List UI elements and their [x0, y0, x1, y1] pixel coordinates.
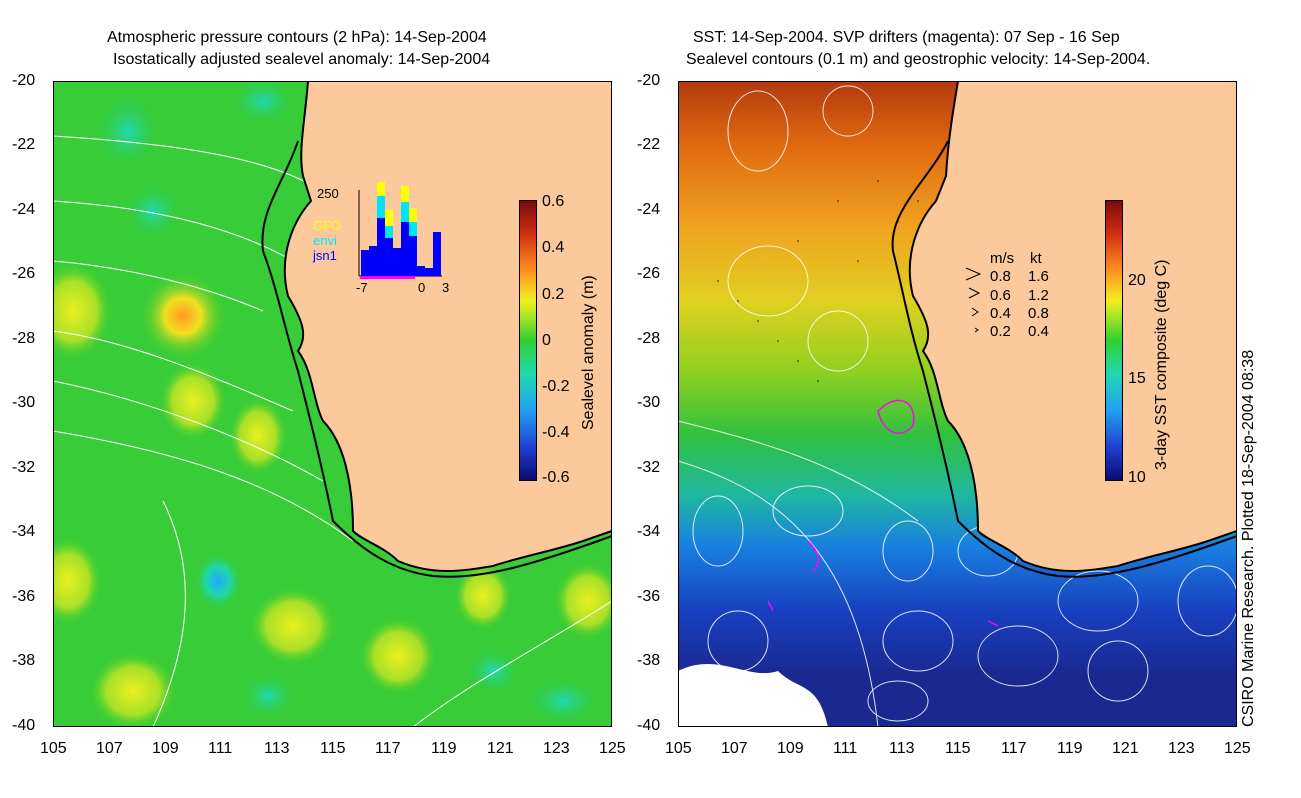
left-x-tick-2: 107 [96, 740, 123, 757]
left-x-tick-3: 109 [152, 740, 179, 757]
left-y-tick-11: -40 [12, 717, 36, 734]
right-y-tick-3: -24 [637, 201, 661, 218]
left-x-tick-5: 113 [264, 740, 290, 757]
right-y-tick-1: -20 [637, 72, 661, 89]
left-x-tick-11: 125 [599, 740, 626, 757]
left-title-line1: Atmospheric pressure contours (2 hPa): 1… [107, 29, 487, 46]
right-cb-tick-2: 15 [1128, 370, 1146, 387]
left-cb-tick-3: 0.2 [542, 286, 565, 303]
left-x-tick-10: 123 [543, 740, 570, 757]
left-title-line2: Isostatically adjusted sealevel anomaly:… [113, 51, 491, 68]
legend-jsn1: jsn1 [312, 248, 337, 263]
right-cb-tick-1: 20 [1128, 272, 1146, 289]
left-cb-tick-1: 0.6 [542, 193, 565, 210]
right-x-tick-4: 111 [833, 740, 858, 757]
right-y-tick-10: -38 [637, 652, 661, 669]
vel-header-kt: kt [1030, 250, 1042, 267]
right-y-tick-9: -36 [637, 588, 661, 605]
left-x-tick-4: 111 [208, 740, 233, 757]
vel-row2-kt: 1.2 [1028, 287, 1049, 304]
inset-x-tick-1: -7 [356, 280, 368, 295]
vel-arrow-icons [965, 267, 982, 333]
left-cb-tick-5: -0.2 [542, 378, 570, 395]
legend-gfo: GFO [313, 218, 341, 233]
right-y-tick-4: -26 [637, 265, 661, 282]
right-y-tick-7: -32 [637, 459, 661, 476]
left-y-tick-8: -34 [12, 523, 36, 540]
right-y-tick-11: -40 [637, 717, 661, 734]
vel-row4-ms: 0.2 [990, 323, 1011, 340]
left-x-tick-6: 115 [320, 740, 346, 757]
right-y-tick-8: -34 [637, 523, 661, 540]
right-x-tick-7: 117 [1001, 740, 1027, 757]
right-land-australia [908, 81, 1237, 572]
right-x-tick-10: 123 [1168, 740, 1195, 757]
vel-header-ms: m/s [990, 250, 1015, 267]
left-y-tick-6: -30 [12, 394, 36, 411]
left-colorbar [519, 200, 537, 481]
left-y-tick-1: -20 [12, 72, 36, 89]
left-y-tick-3: -24 [12, 201, 36, 218]
left-y-tick-4: -26 [12, 265, 36, 282]
inset-x-tick-3: 3 [442, 280, 449, 295]
right-x-tick-1: 105 [665, 740, 692, 757]
vel-row2-ms: 0.6 [990, 287, 1011, 304]
right-x-tick-2: 107 [721, 740, 748, 757]
right-y-tick-2: -22 [637, 136, 661, 153]
vel-row1-kt: 1.6 [1028, 268, 1049, 285]
inset-bars [361, 182, 441, 276]
left-x-tick-8: 119 [431, 740, 457, 757]
right-cb-label: 3-day SST composite (deg C) [1153, 259, 1170, 470]
right-y-tick-6: -30 [637, 394, 661, 411]
left-cb-tick-2: 0.4 [542, 239, 565, 256]
right-x-tick-6: 115 [945, 740, 971, 757]
inset-x-tick-2: 0 [418, 280, 425, 295]
right-x-tick-5: 113 [889, 740, 915, 757]
left-cb-tick-6: -0.4 [542, 424, 570, 441]
left-y-tick-10: -38 [12, 652, 36, 669]
right-colorbar [1105, 200, 1123, 481]
right-x-tick-8: 119 [1057, 740, 1083, 757]
left-y-tick-2: -22 [12, 136, 36, 153]
left-x-tick-9: 121 [487, 740, 514, 757]
right-y-tick-5: -28 [637, 330, 661, 347]
left-cb-tick-4: 0 [542, 332, 551, 349]
left-y-tick-5: -28 [12, 330, 36, 347]
right-title-line2: Sealevel contours (0.1 m) and geostrophi… [686, 51, 1151, 68]
vel-row3-ms: 0.4 [990, 305, 1011, 322]
left-y-tick-9: -36 [12, 588, 36, 605]
vel-row1-ms: 0.8 [990, 268, 1011, 285]
right-x-tick-9: 121 [1112, 740, 1139, 757]
right-x-tick-3: 109 [777, 740, 804, 757]
credit-text: CSIRO Marine Research. Plotted 18-Sep-20… [1240, 349, 1257, 727]
left-y-tick-7: -32 [12, 459, 36, 476]
right-sst-map [678, 81, 1237, 727]
left-x-tick-7: 117 [375, 740, 401, 757]
legend-envi: envi [313, 233, 337, 248]
inset-y-label: 250 [317, 186, 339, 201]
left-cb-label: Sealevel anomaly (m) [580, 275, 597, 430]
left-inset-chart: 250 -7 0 3 GFO envi jsn1 [312, 182, 449, 295]
right-title-line1: SST: 14-Sep-2004. SVP drifters (magenta)… [693, 29, 1120, 46]
left-x-tick-1: 105 [40, 740, 67, 757]
left-cb-tick-7: -0.6 [542, 469, 570, 486]
vel-row4-kt: 0.4 [1028, 323, 1049, 340]
right-x-tick-11: 125 [1224, 740, 1251, 757]
right-cb-tick-3: 10 [1128, 469, 1146, 486]
vel-row3-kt: 0.8 [1028, 305, 1049, 322]
